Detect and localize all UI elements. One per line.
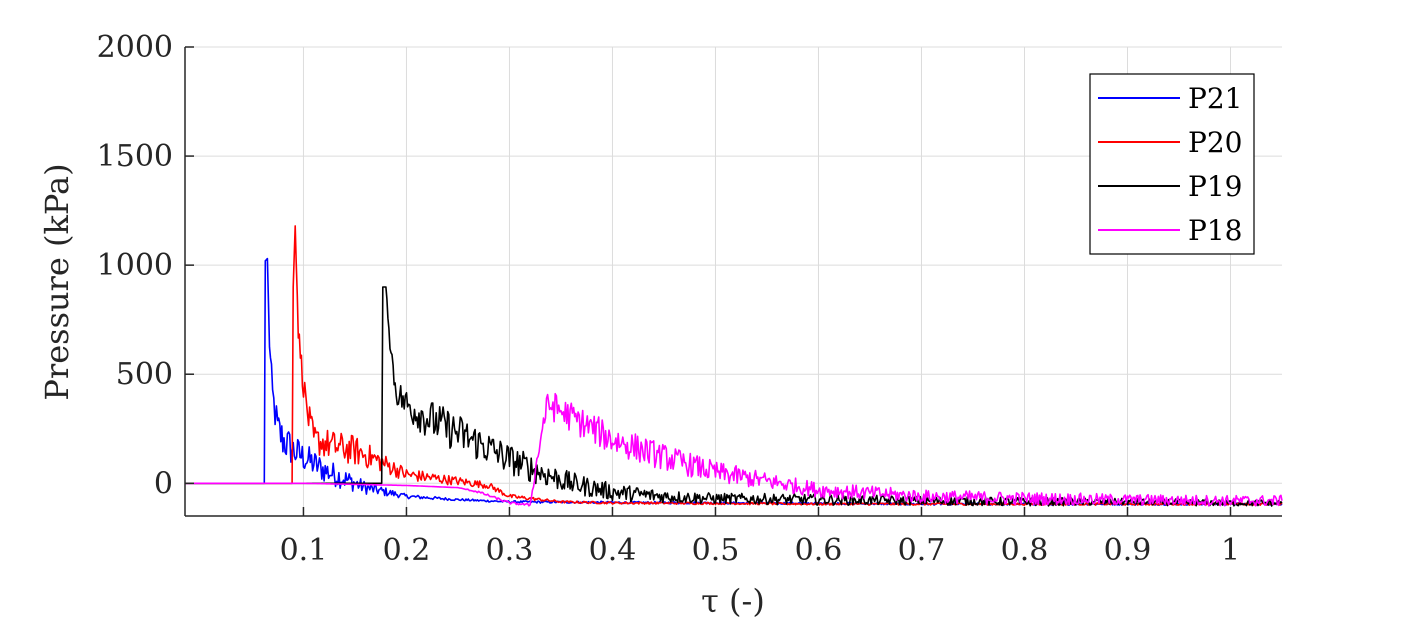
x-tick-label: 0.7 <box>898 533 946 568</box>
x-tick-label: 0.2 <box>383 533 431 568</box>
series-line-p18 <box>185 392 1283 507</box>
y-tick-label: 0 <box>154 466 173 501</box>
x-tick-label: 1 <box>1221 533 1240 568</box>
y-ticks: 0 500 1000 1500 2000 <box>97 30 194 501</box>
legend-label: P21 <box>1188 82 1242 115</box>
x-tick-label: 0.8 <box>1001 533 1049 568</box>
legend-box <box>1089 73 1255 255</box>
legend-label: P19 <box>1188 170 1242 203</box>
y-tick-label: 2000 <box>97 30 173 65</box>
x-ticks: 0.1 0.2 0.3 0.4 0.5 0.6 0.7 0.8 0.9 1 <box>280 507 1240 568</box>
legend-label: P18 <box>1188 214 1242 247</box>
x-tick-label: 0.3 <box>486 533 534 568</box>
y-tick-label: 1500 <box>97 139 173 174</box>
y-axis-label: Pressure (kPa) <box>38 163 76 400</box>
x-axis-label: τ (-) <box>701 582 765 620</box>
x-tick-label: 0.5 <box>692 533 740 568</box>
x-tick-label: 0.4 <box>589 533 637 568</box>
y-tick-label: 1000 <box>97 248 173 283</box>
x-tick-label: 0.6 <box>795 533 843 568</box>
y-tick-label: 500 <box>116 357 173 392</box>
x-tick-label: 0.9 <box>1104 533 1152 568</box>
series-lines <box>185 225 1283 507</box>
series-line-p20 <box>185 225 1283 506</box>
legend: P21 P20 P19 P18 <box>1089 73 1255 255</box>
axes <box>184 47 1282 517</box>
x-tick-label: 0.1 <box>280 533 328 568</box>
legend-label: P20 <box>1188 126 1242 159</box>
